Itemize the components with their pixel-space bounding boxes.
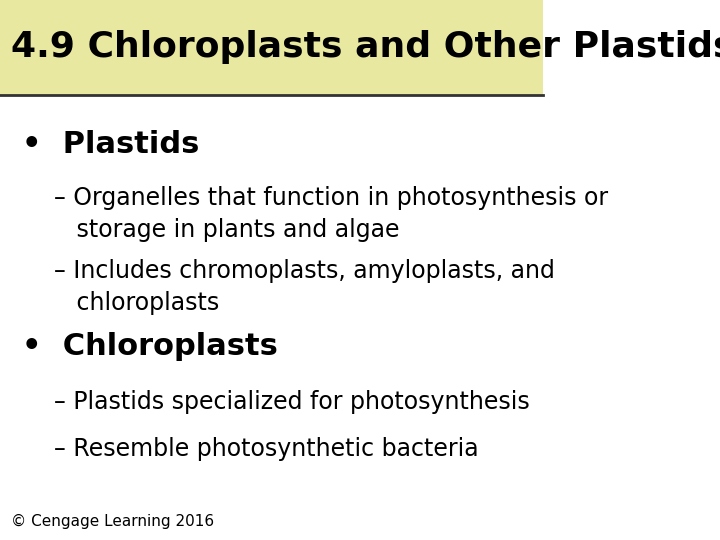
Text: 4.9 Chloroplasts and Other Plastids: 4.9 Chloroplasts and Other Plastids [11,30,720,64]
Text: – Resemble photosynthetic bacteria: – Resemble photosynthetic bacteria [54,437,479,461]
Text: •  Plastids: • Plastids [22,130,199,159]
Text: – Plastids specialized for photosynthesis: – Plastids specialized for photosynthesi… [54,390,530,414]
FancyBboxPatch shape [0,0,544,94]
Text: – Organelles that function in photosynthesis or
   storage in plants and algae: – Organelles that function in photosynth… [54,186,608,242]
Text: © Cengage Learning 2016: © Cengage Learning 2016 [11,514,214,529]
Text: – Includes chromoplasts, amyloplasts, and
   chloroplasts: – Includes chromoplasts, amyloplasts, an… [54,259,555,315]
Text: •  Chloroplasts: • Chloroplasts [22,332,278,361]
